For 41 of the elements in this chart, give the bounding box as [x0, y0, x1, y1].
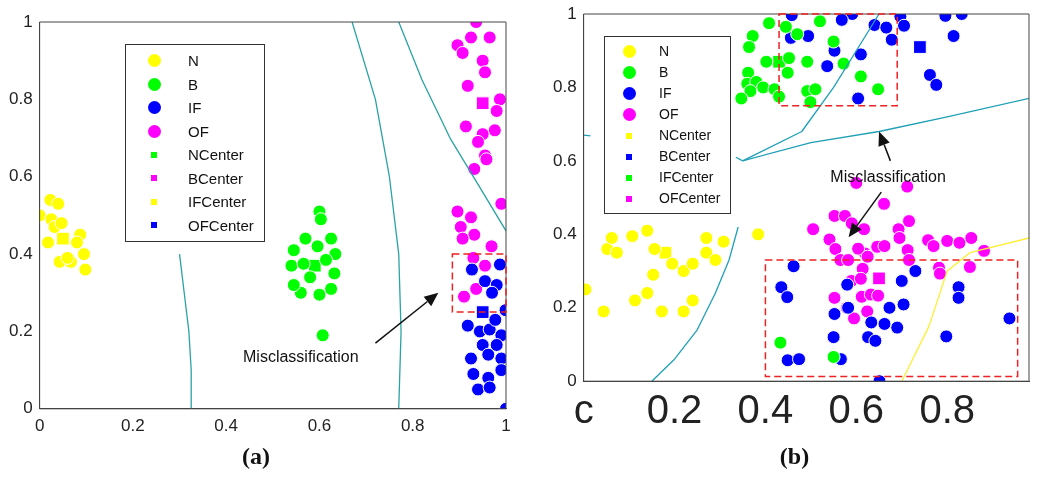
x-tick-label: 1 — [501, 415, 511, 435]
legend-label: BCenter — [188, 168, 244, 189]
annotation: Misclassification — [830, 168, 946, 187]
y-tick-label: 0.2 — [8, 321, 33, 341]
legend-label: OFCenter — [188, 215, 254, 236]
legend-label: OFCenter — [659, 189, 721, 208]
annotation: Misclassification — [243, 347, 359, 366]
y-tick-label: 0.4 — [8, 243, 33, 263]
text: (b) — [779, 442, 810, 469]
y-tick-label: 0.4 — [552, 224, 577, 244]
x-tick-label: 0.4 — [214, 415, 238, 435]
y-tick-label: 1 — [23, 11, 33, 31]
legend-label: N — [188, 51, 199, 71]
legend-label: N — [659, 42, 670, 61]
x-tick-label: c — [573, 387, 594, 432]
text: (a) — [242, 442, 270, 469]
y-tick-label: 0.8 — [552, 77, 577, 97]
legend-label: IF — [659, 84, 672, 103]
legend-label: BCenter — [659, 147, 711, 166]
x-tick-label: 0.2 — [646, 387, 703, 432]
legend-label: B — [188, 74, 199, 95]
y-tick-label: 0.6 — [552, 150, 577, 170]
legend-label: IF — [188, 98, 202, 118]
x-tick-label: 0.6 — [307, 415, 332, 435]
legend-label: IFCenter — [188, 192, 247, 212]
x-tick-label: 0.2 — [121, 415, 145, 435]
legend-label: OF — [188, 121, 209, 142]
x-tick-label: 0.8 — [400, 415, 425, 435]
legend-label: IFCenter — [659, 168, 714, 187]
y-tick-label: 1 — [567, 3, 577, 23]
y-tick-label: 0 — [567, 370, 577, 390]
x-tick-label: 0.6 — [828, 387, 885, 432]
y-tick-label: 0.6 — [8, 166, 33, 186]
x-tick-label: 0.8 — [919, 387, 975, 432]
y-tick-label: 0.8 — [8, 89, 33, 109]
legend-label: NCenter — [188, 145, 244, 165]
y-tick-label: 0.2 — [552, 297, 577, 317]
legend-label: NCenter — [659, 126, 712, 145]
legend-label: OF — [659, 105, 679, 124]
x-tick-label: 0.4 — [737, 387, 794, 432]
legend-label: B — [659, 63, 669, 82]
